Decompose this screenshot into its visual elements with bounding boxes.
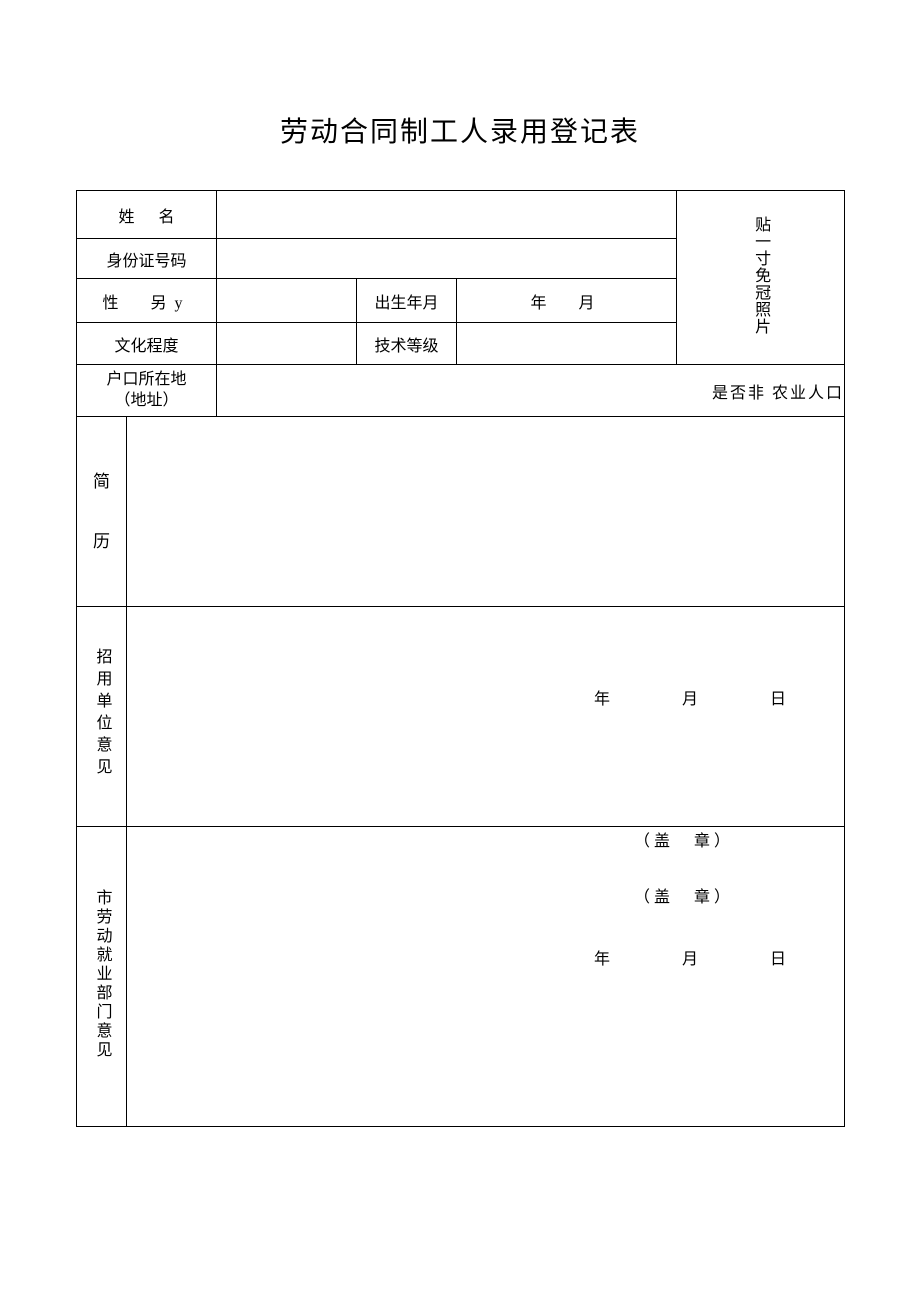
page-title: 劳动合同制工人录用登记表 xyxy=(76,110,844,150)
date-text-2: 年 月 日 xyxy=(594,945,814,969)
label-skill-level: 技术等级 xyxy=(357,323,457,365)
label-labor-dept-opinion: 市劳动就业部门意见 xyxy=(77,827,127,1127)
field-gender[interactable] xyxy=(217,279,357,323)
field-dob[interactable]: 年 月 xyxy=(457,279,677,323)
field-employer-opinion[interactable]: （盖 章） 年 月 日 xyxy=(127,607,845,827)
label-dob: 出生年月 xyxy=(357,279,457,323)
field-id-number[interactable] xyxy=(217,239,677,279)
label-resume: 简 历 xyxy=(77,417,127,607)
field-resume[interactable] xyxy=(127,417,845,607)
field-education[interactable] xyxy=(217,323,357,365)
label-gender: 性 另y xyxy=(77,279,217,323)
label-education: 文化程度 xyxy=(77,323,217,365)
stamp-text-2: （盖 章） xyxy=(634,883,734,907)
label-employer-opinion: 招用单位意见 xyxy=(77,607,127,827)
photo-placeholder: 贴一寸免冠照片 xyxy=(677,191,845,365)
field-address[interactable]: 是否非 农业人口 xyxy=(217,365,845,417)
field-labor-dept-opinion[interactable]: （盖 章） 年 月 日 xyxy=(127,827,845,1127)
date-text-1: 年 月 日 xyxy=(594,685,814,709)
registration-form-table: 姓名 贴一寸免冠照片 身份证号码 性 另y 出生年月 年 月 文化程度 技术等级 xyxy=(76,190,845,1127)
label-name: 姓名 xyxy=(77,191,217,239)
stamp-text-1: （盖 章） xyxy=(634,827,734,851)
field-skill-level[interactable] xyxy=(457,323,677,365)
label-address: 户口所在地 （地址） xyxy=(77,365,217,417)
label-id-number: 身份证号码 xyxy=(77,239,217,279)
field-name[interactable] xyxy=(217,191,677,239)
